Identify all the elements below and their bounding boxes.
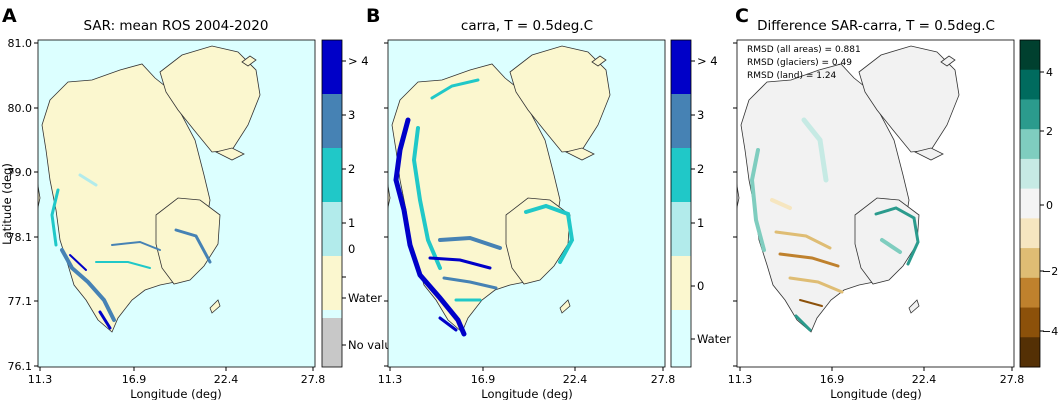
x-axis-b: 11.3 16.9 22.4 27.8 Longitude (deg) [378,367,676,400]
cb-b-label-3: 1 [697,216,704,230]
panel-c: C Difference SAR-carra, T = 0.5deg.C RMS… [728,5,1058,400]
cb-a-label-1: 3 [348,108,355,122]
ytick-a-0: 81.0 [8,37,33,50]
cb-c-segment [1020,69,1040,100]
map-a-ros-accents [50,173,212,330]
cb-c-segment [1020,99,1040,130]
cb-c-segment [1020,337,1040,368]
colorbar-c: 4 2 0 −2 −4 [1019,39,1058,368]
cb-a-label-6: No value [348,338,399,352]
cb-b-label-0: > 4 [697,54,718,68]
cb-a-label-3: 1 [348,216,355,230]
map-b [388,40,665,367]
xlabel-c: Longitude (deg) [830,387,922,400]
cb-c-segments [1020,40,1040,368]
cb-b-1 [671,202,691,256]
x-axis-c: 11.3 16.9 22.4 27.8 Longitude (deg) [728,367,1025,400]
cb-b-label-5: Water [697,332,731,346]
ytick-a-2: 79.0 [8,166,33,179]
cb-c-segment [1020,218,1040,249]
cb-a-label-2: 2 [348,162,355,176]
xtick-a-0: 11.3 [28,373,53,386]
xtick-c-2: 22.4 [912,373,937,386]
xtick-c-0: 11.3 [728,373,753,386]
y-ticks-b [384,42,388,367]
cb-a-4plus [322,40,342,94]
cb-c-label-1: 2 [1046,125,1053,138]
cb-b-label-2: 2 [697,162,704,176]
cb-c-segment [1020,158,1040,190]
panel-letter-b: B [366,5,380,27]
stats-box: RMSD (all areas) = 0.881 RMSD (glaciers)… [747,45,861,81]
stat-land: RMSD (land) = 1.24 [747,71,837,81]
map-a [38,40,315,367]
xtick-b-0: 11.3 [378,373,403,386]
ytick-a-5: 76.1 [8,360,33,373]
cb-b-label-1: 3 [697,108,704,122]
cb-b-label-4: 0 [697,279,704,293]
cb-c-label-4: −4 [1042,325,1058,338]
cb-b-4plus [671,40,691,94]
panel-c-title: Difference SAR-carra, T = 0.5deg.C [757,18,995,34]
cb-c-label-0: 4 [1046,66,1053,79]
xtick-b-2: 22.4 [563,373,588,386]
cb-c-segment [1020,129,1040,160]
cb-c-segment [1020,277,1040,309]
cb-c-segment [1020,307,1040,338]
panel-letter-a: A [2,5,17,27]
xtick-c-1: 16.9 [820,373,845,386]
cb-a-1 [322,202,342,256]
y-ticks-c [733,42,737,367]
cb-c-segment [1020,188,1040,219]
x-axis-a: 11.3 16.9 22.4 27.8 Longitude (deg) [28,367,326,400]
map-c [737,40,1014,367]
xtick-a-3: 27.8 [301,373,326,386]
ytick-a-3: 78.1 [8,231,33,244]
cb-a-label-0: > 4 [348,54,369,68]
ylabel: Latitude (deg) [0,163,14,245]
map-a-frame [37,39,316,368]
panel-a-title: SAR: mean ROS 2004-2020 [84,18,269,34]
cb-c-segment [1020,40,1040,71]
ytick-a-1: 80.0 [8,102,33,115]
cb-c-label-2: 0 [1046,199,1053,212]
panel-letter-c: C [735,5,749,27]
xlabel-b: Longitude (deg) [481,387,573,400]
cb-a-2 [322,148,342,202]
cb-c-label-3: −2 [1042,265,1058,278]
xtick-b-1: 16.9 [471,373,496,386]
colorbar-b: > 4 3 2 1 0 Water [670,39,731,368]
cb-b-water [671,310,691,367]
xlabel-a: Longitude (deg) [130,387,222,400]
map-b-frame [387,39,666,368]
cb-a-novalue [322,318,342,367]
stat-glaciers: RMSD (glaciers) = 0.49 [747,58,852,68]
map-b-ros-accents [393,78,575,337]
y-axis-a: 81.0 80.0 79.0 78.1 77.1 76.1 Latitude (… [0,37,38,373]
map-c-diff-accents [749,117,920,332]
map-c-frame [736,39,1015,368]
cb-b-2 [671,148,691,202]
xtick-c-3: 27.8 [1000,373,1025,386]
cb-a-label-4: 0 [348,242,355,256]
panel-a: A SAR: mean ROS 2004-2020 81.0 80.0 79.0 [0,5,399,400]
cb-a-label-5: Water [348,291,382,305]
cb-c-segment [1020,248,1040,279]
stat-all-areas: RMSD (all areas) = 0.881 [747,45,861,55]
xtick-a-1: 16.9 [122,373,147,386]
xtick-b-3: 27.8 [651,373,676,386]
xtick-a-2: 22.4 [214,373,239,386]
panel-b-title: carra, T = 0.5deg.C [461,18,593,34]
colorbar-a: > 4 3 2 1 0 Water No value [321,39,399,368]
cb-b-0 [671,256,691,310]
ytick-a-4: 77.1 [8,295,33,308]
cb-a-3 [322,94,342,148]
cb-b-3 [671,94,691,148]
panel-b: B carra, T = 0.5deg.C 11.3 16.9 [366,5,731,400]
cb-a-0 [322,256,342,310]
